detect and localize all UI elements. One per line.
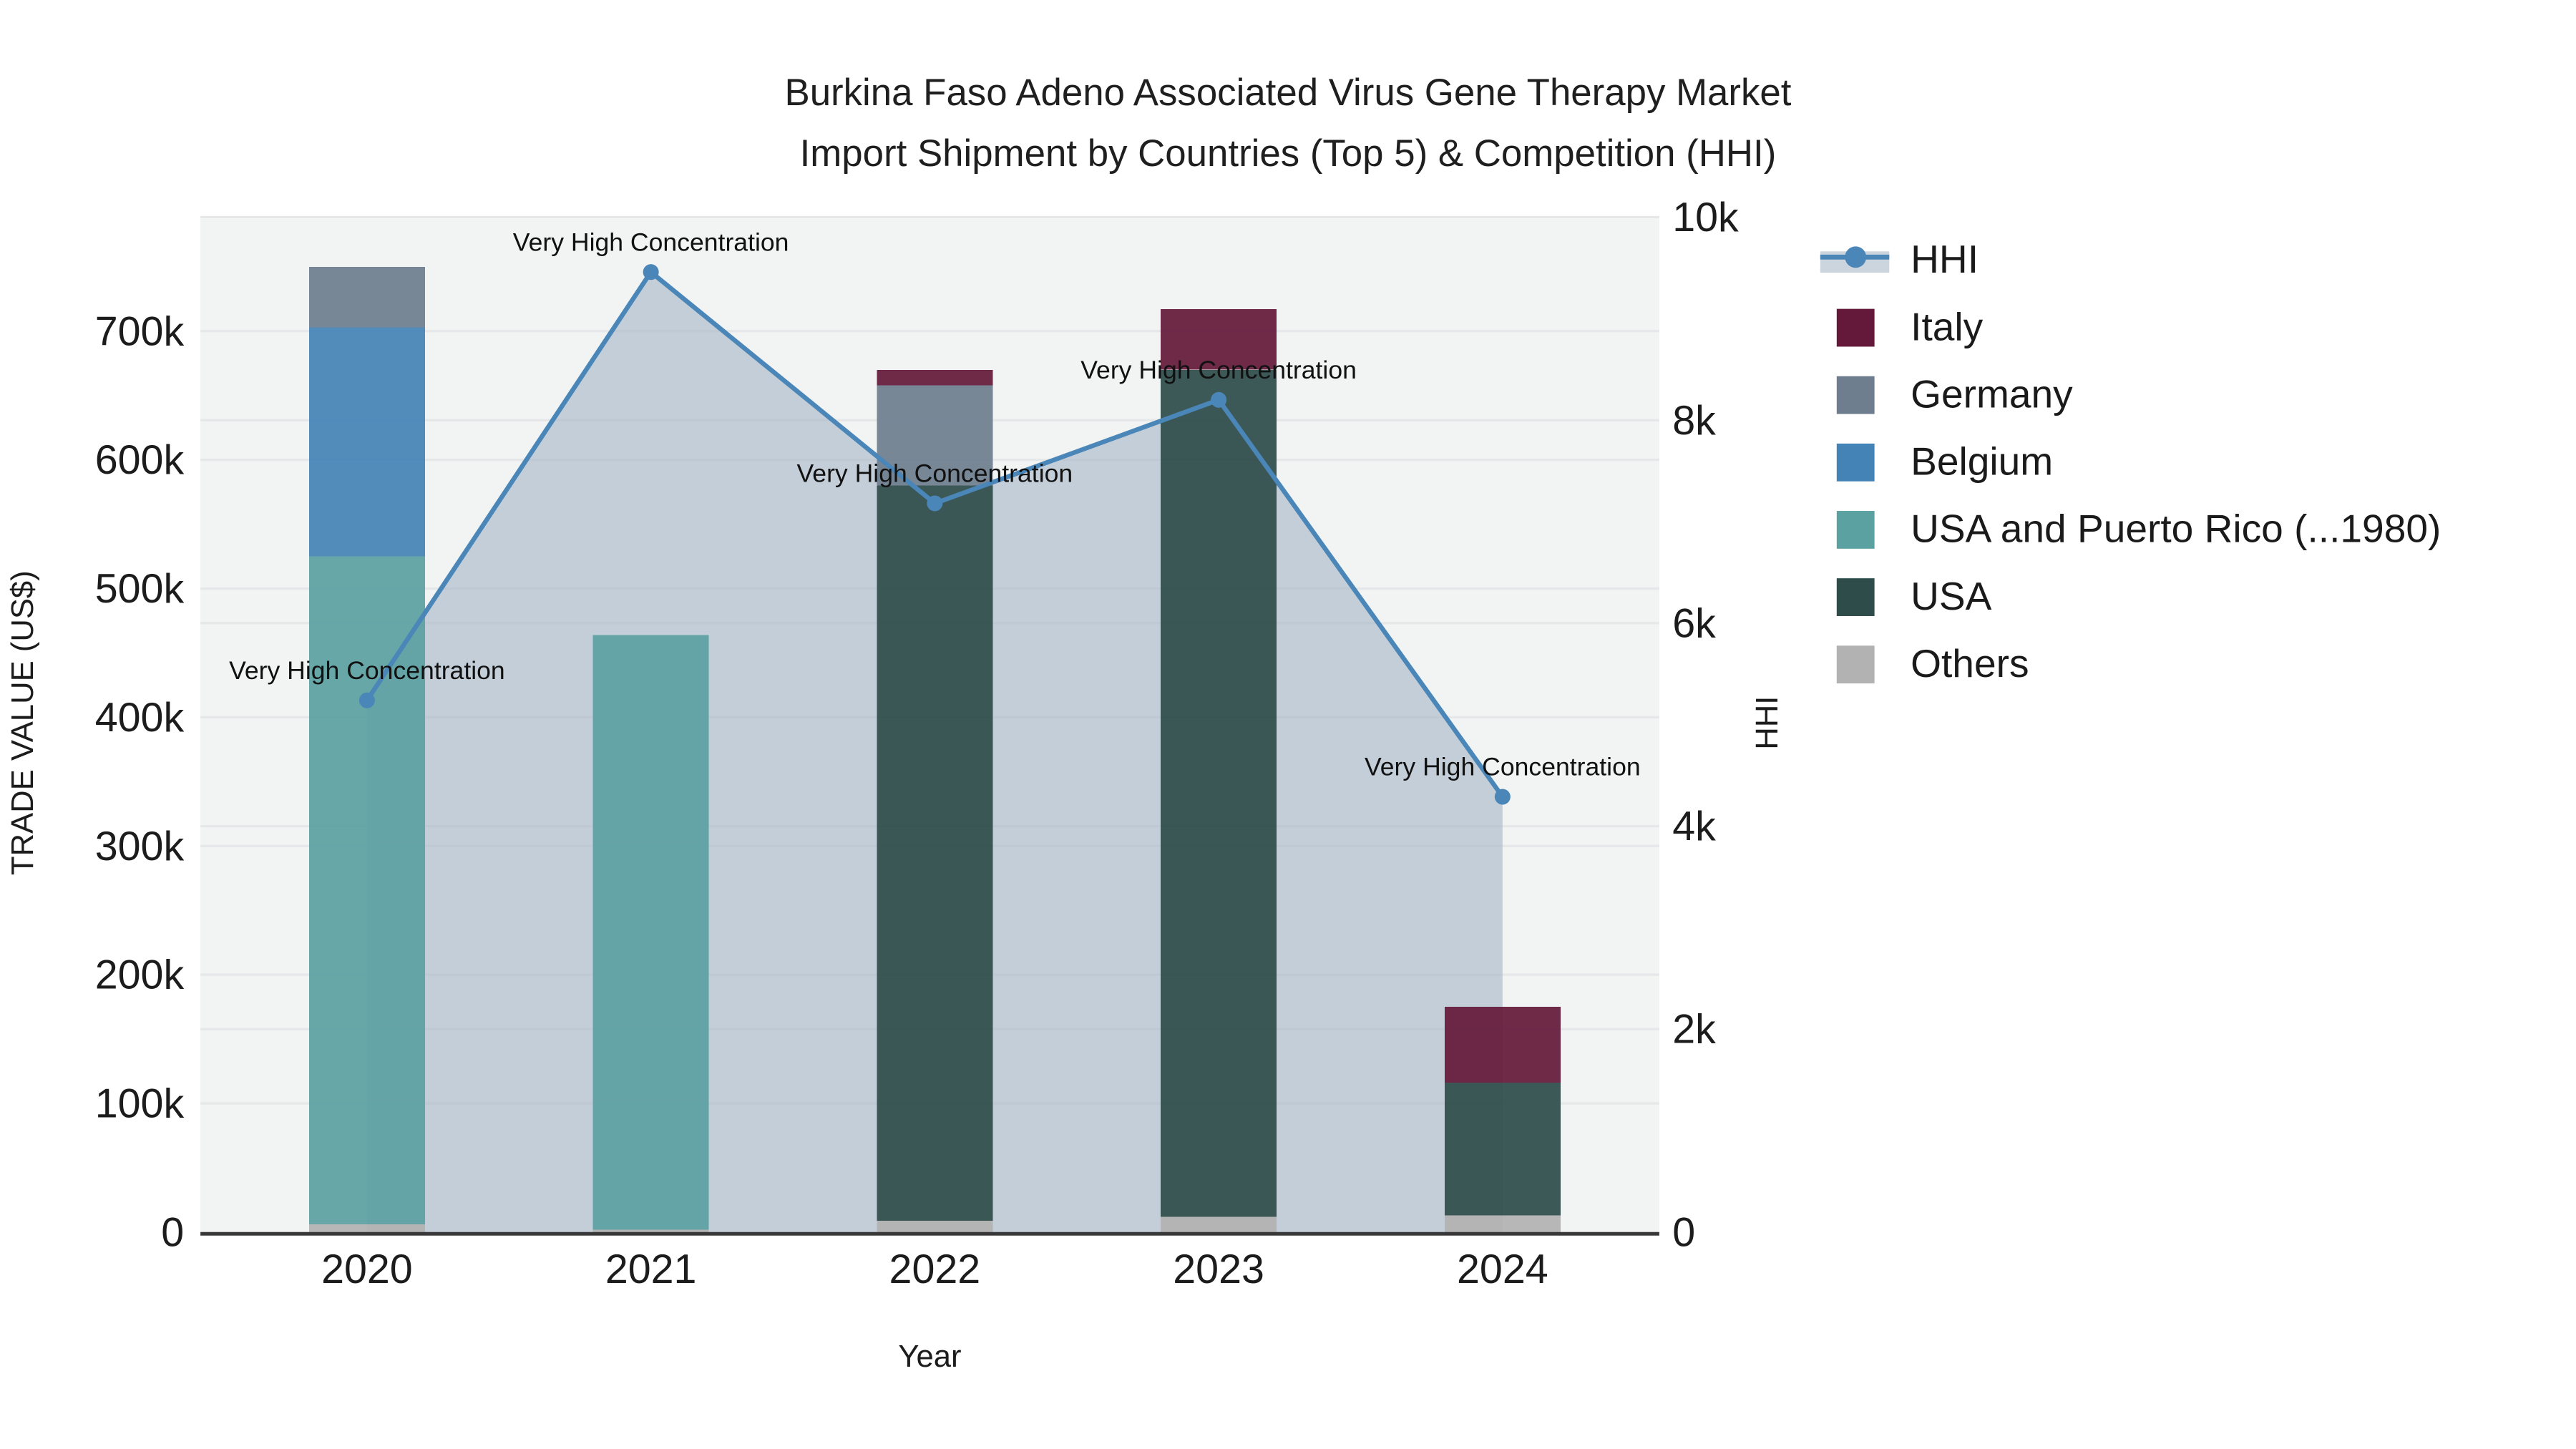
hhi-marker-2023[interactable] — [1211, 391, 1227, 408]
usa-swatch-icon — [1836, 578, 1875, 616]
legend-label: Belgium — [1911, 439, 2054, 484]
bar-2020-others[interactable] — [308, 1224, 425, 1232]
annotation-2023: Very High Concentration — [1080, 356, 1357, 384]
chart-title-line2: Import Shipment by Countries (Top 5) & C… — [799, 131, 1777, 175]
left-tick-label-600k: 600k — [95, 437, 185, 483]
x-tick-label-2020: 2020 — [321, 1246, 413, 1292]
belgium-swatch-icon — [1836, 443, 1875, 482]
bar-2022-germany[interactable] — [877, 385, 993, 486]
legend-item-usa[interactable]: USA — [1820, 563, 2441, 630]
bar-2023-others[interactable] — [1161, 1216, 1277, 1232]
x-tick-label-2022: 2022 — [889, 1246, 981, 1292]
legend-item-usa-puerto-rico[interactable]: USA and Puerto Rico (...1980) — [1820, 496, 2441, 563]
bar-2024-usa[interactable] — [1444, 1083, 1561, 1216]
legend-item-italy[interactable]: Italy — [1820, 294, 2441, 361]
legend-item-belgium[interactable]: Belgium — [1820, 429, 2441, 496]
bar-2023-usa[interactable] — [1161, 369, 1277, 1217]
left-tick-label-100k: 100k — [95, 1080, 185, 1126]
hhi-line-icon — [1820, 241, 1896, 279]
germany-swatch-icon — [1836, 376, 1875, 414]
usa-puerto-rico-swatch-icon — [1836, 511, 1875, 549]
legend-label: USA — [1911, 574, 1992, 619]
bar-2022-others[interactable] — [877, 1220, 993, 1232]
legend-label: Others — [1911, 641, 2029, 686]
right-tick-label-6k: 6k — [1672, 600, 1716, 646]
x-tick-label-2021: 2021 — [605, 1246, 697, 1292]
legend: HHI Italy Germany Belgium USA and Puerto… — [1820, 227, 2441, 698]
bar-2023-italy[interactable] — [1161, 309, 1277, 370]
hhi-marker-2021[interactable] — [643, 264, 659, 280]
left-tick-label-0: 0 — [161, 1209, 184, 1255]
right-tick-label-8k: 8k — [1672, 398, 1716, 444]
legend-label: Italy — [1911, 304, 1984, 349]
right-tick-label-0: 0 — [1672, 1209, 1695, 1255]
annotation-2021: Very High Concentration — [513, 228, 789, 256]
others-swatch-icon — [1836, 645, 1875, 684]
legend-label: USA and Puerto Rico (...1980) — [1911, 507, 2441, 552]
hhi-marker-2024[interactable] — [1494, 789, 1511, 805]
legend-item-others[interactable]: Others — [1820, 631, 2441, 698]
right-axis-title: HHI — [1751, 696, 1786, 750]
x-tick-label-2023: 2023 — [1173, 1246, 1264, 1292]
annotation-2020: Very High Concentration — [229, 656, 505, 685]
bar-2020-usa-and-puerto-rico-1980[interactable] — [308, 556, 425, 1225]
right-tick-label-2k: 2k — [1672, 1007, 1716, 1053]
bar-2022-usa[interactable] — [877, 485, 993, 1221]
bar-2020-germany[interactable] — [308, 266, 425, 328]
bar-2022-italy[interactable] — [877, 369, 993, 386]
hhi-marker-2022[interactable] — [927, 495, 943, 512]
bar-2021-usa-and-puerto-rico-1980[interactable] — [592, 635, 709, 1230]
left-tick-label-400k: 400k — [95, 695, 185, 741]
right-tick-label-4k: 4k — [1672, 804, 1716, 849]
bar-2024-others[interactable] — [1444, 1215, 1561, 1232]
annotation-2022: Very High Concentration — [797, 459, 1073, 488]
left-axis-title: TRADE VALUE (US$) — [6, 570, 42, 876]
legend-item-hhi[interactable]: HHI — [1820, 227, 2441, 294]
x-tick-label-2024: 2024 — [1457, 1246, 1548, 1292]
left-tick-label-300k: 300k — [95, 824, 185, 869]
legend-label: Germany — [1911, 372, 2073, 417]
annotation-2024: Very High Concentration — [1365, 753, 1641, 781]
bar-2021-others[interactable] — [592, 1229, 709, 1232]
italy-swatch-icon — [1836, 308, 1875, 347]
legend-label: HHI — [1911, 237, 1979, 282]
hhi-marker-2020[interactable] — [358, 692, 375, 708]
x-axis-title: Year — [898, 1340, 962, 1375]
left-tick-label-700k: 700k — [95, 308, 185, 354]
left-tick-label-200k: 200k — [95, 952, 185, 998]
right-tick-label-10k: 10k — [1672, 195, 1739, 240]
legend-item-germany[interactable]: Germany — [1820, 361, 2441, 429]
left-tick-label-500k: 500k — [95, 566, 185, 612]
chart-title-line1: Burkina Faso Adeno Associated Virus Gene… — [784, 70, 1792, 114]
bar-2020-belgium[interactable] — [308, 327, 425, 557]
bar-2024-italy[interactable] — [1444, 1007, 1561, 1083]
